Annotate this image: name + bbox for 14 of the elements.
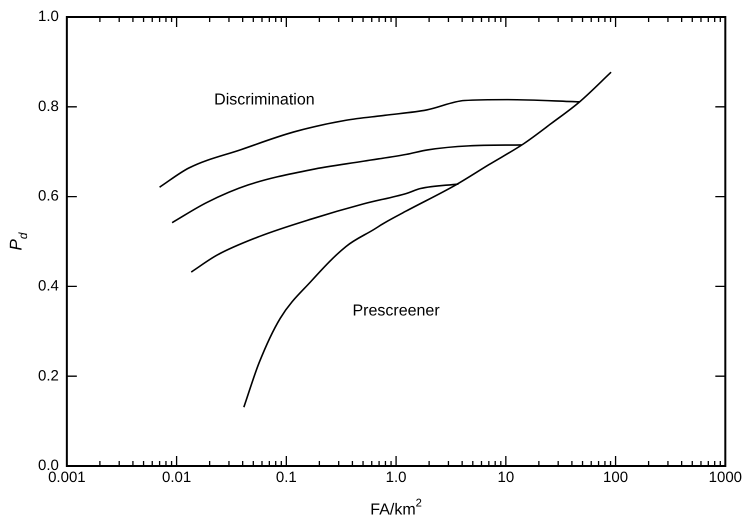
annotation: Discrimination [214,91,315,108]
y-tick-label: 0.6 [38,188,59,205]
y-tick-label: 0.8 [38,98,59,115]
y-tick-label: 1.0 [38,8,59,26]
y-tick-label: 0.2 [38,367,59,384]
x-tick-label: 1000 [708,469,742,486]
annotation: Prescreener [352,302,440,320]
x-tick-label: 0.1 [276,469,297,486]
x-tick-label: 10 [497,469,514,486]
x-tick-label: 100 [603,469,628,486]
x-tick-label: 0.01 [162,469,192,486]
y-axis-title: Pd [6,232,30,250]
y-tick-label: 0.4 [38,278,59,295]
x-tick-label: 1.0 [386,469,407,486]
